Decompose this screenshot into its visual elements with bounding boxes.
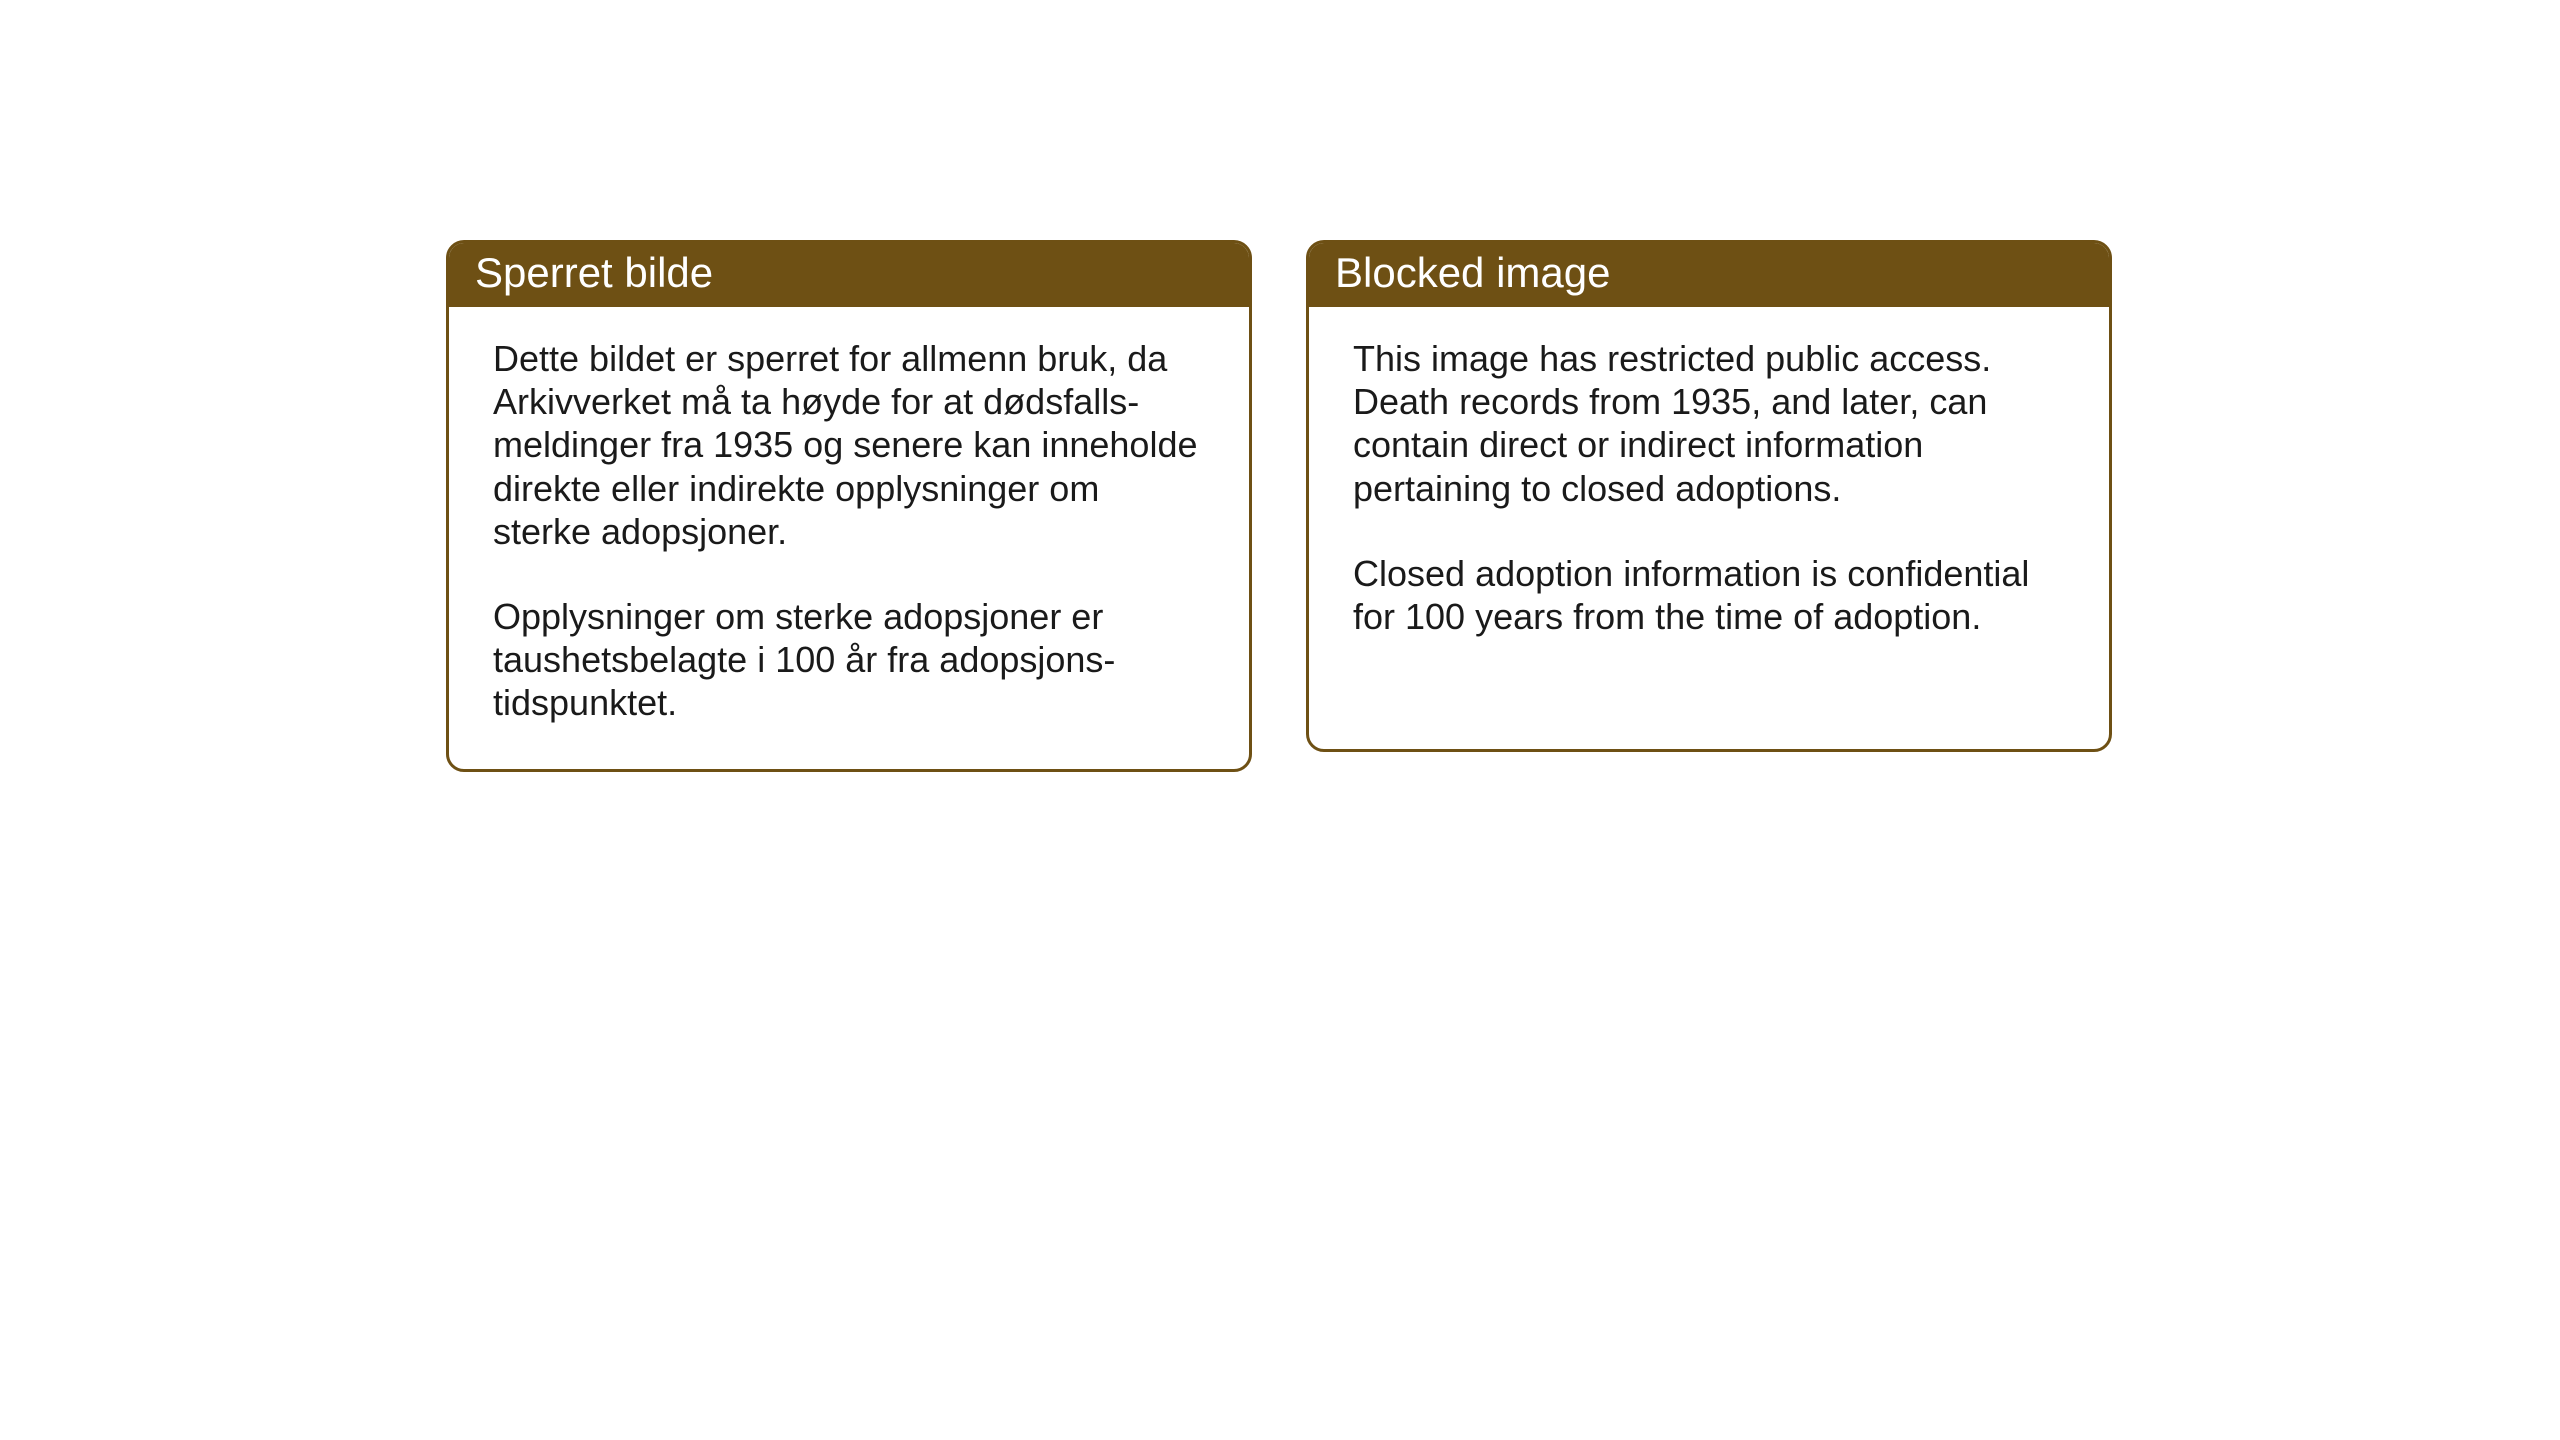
norwegian-card-title: Sperret bilde xyxy=(449,243,1249,307)
english-notice-card: Blocked image This image has restricted … xyxy=(1306,240,2112,752)
norwegian-paragraph-1: Dette bildet er sperret for allmenn bruk… xyxy=(493,337,1205,553)
norwegian-card-body: Dette bildet er sperret for allmenn bruk… xyxy=(449,307,1249,769)
notice-cards-container: Sperret bilde Dette bildet er sperret fo… xyxy=(446,240,2112,772)
english-paragraph-2: Closed adoption information is confident… xyxy=(1353,552,2065,638)
norwegian-paragraph-2: Opplysninger om sterke adopsjoner er tau… xyxy=(493,595,1205,725)
norwegian-notice-card: Sperret bilde Dette bildet er sperret fo… xyxy=(446,240,1252,772)
english-card-body: This image has restricted public access.… xyxy=(1309,307,2109,682)
english-paragraph-1: This image has restricted public access.… xyxy=(1353,337,2065,510)
english-card-title: Blocked image xyxy=(1309,243,2109,307)
